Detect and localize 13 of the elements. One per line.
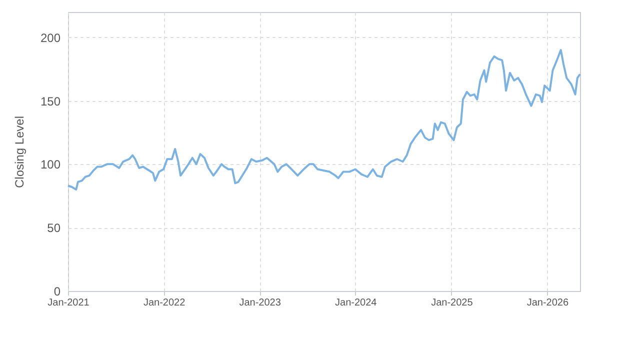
y-tick-label: 200 [40, 30, 61, 45]
y-tick-label: 150 [40, 94, 61, 108]
line-series [67, 49, 581, 191]
x-tick-label: Jan-2025 [431, 298, 474, 308]
x-tick-label: Jan-2024 [335, 298, 378, 308]
x-tick-label: Jan-2026 [526, 298, 569, 308]
y-tick-label: 100 [40, 158, 61, 172]
x-tick-label: Jan-2023 [239, 298, 282, 308]
x-tick-label: Jan-2021 [48, 298, 90, 308]
y-axis-title: Closing Level [12, 116, 26, 188]
x-tick-label: Jan-2022 [143, 298, 186, 308]
y-tick-label: 50 [47, 221, 61, 236]
y-tick-label: 0 [54, 284, 61, 298]
